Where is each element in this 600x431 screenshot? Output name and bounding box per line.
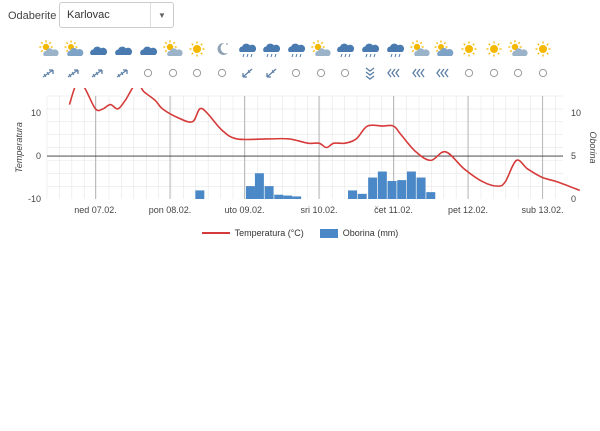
- chart-legend: Temperatura (°C) Oborina (mm): [0, 226, 600, 240]
- partly-sunny-icon: [409, 40, 430, 58]
- y-axis-title: Temperatura: [14, 122, 24, 173]
- x-tick-label: čet 11.02.: [374, 205, 413, 215]
- chevron-down-icon[interactable]: ▼: [150, 3, 173, 27]
- x-tick-label: pet 12.02.: [448, 205, 488, 215]
- clear-night-icon: [212, 40, 232, 58]
- temperature-series-line: [68, 88, 581, 192]
- calm-icon: [311, 66, 331, 84]
- location-label: Odaberite: [8, 10, 57, 22]
- x-tick-label: sri 10.02.: [300, 205, 337, 215]
- precipitation-bar: [426, 192, 436, 199]
- wind-ne-icon: [88, 66, 108, 84]
- y-tick-label: 10: [31, 108, 41, 118]
- wind-sw-icon: [237, 66, 257, 84]
- cloudy-rain-icon: [286, 40, 306, 58]
- precipitation-bar: [416, 177, 426, 199]
- location-selector-bar: Odaberite: [8, 4, 62, 28]
- chart-grid: [46, 95, 563, 199]
- precipitation-bar: [377, 171, 387, 199]
- location-selected-value: Karlovac: [67, 9, 110, 21]
- legend-precipitation[interactable]: Oborina (mm): [319, 228, 399, 238]
- calm-icon: [187, 66, 207, 84]
- calm-icon: [286, 66, 306, 84]
- weather-chart: -10 0 10 0 5 10 ned 07.02. pon 08.02. uto 09.02.…: [14, 88, 598, 215]
- x-tick-label: sub 13.02.: [521, 205, 563, 215]
- weather-icon-row: [0, 40, 600, 60]
- wind-w-icon: [434, 66, 454, 84]
- precipitation-bar: [292, 196, 302, 199]
- wind-icon-row: [0, 66, 600, 80]
- precipitation-bar: [195, 190, 205, 199]
- partly-cloudy-icon: [64, 40, 84, 58]
- y2-tick-label: 0: [571, 194, 576, 204]
- legend-temperature[interactable]: Temperatura (°C): [201, 228, 304, 238]
- cloudy-rain-icon: [335, 40, 355, 58]
- wind-ne-icon: [64, 66, 84, 84]
- partly-sunny-icon: [39, 40, 59, 58]
- precipitation-bar: [368, 177, 378, 199]
- sunny-icon: [484, 40, 504, 58]
- x-tick-label: ned 07.02.: [74, 205, 117, 215]
- temperature-line: [68, 88, 581, 192]
- wind-ne-icon: [39, 66, 59, 84]
- calm-icon: [459, 66, 479, 84]
- calm-icon: [335, 66, 355, 84]
- calm-icon: [212, 66, 232, 84]
- precipitation-bar: [387, 180, 397, 199]
- sunny-icon: [187, 40, 207, 58]
- wind-sw-icon: [261, 66, 281, 84]
- wind-w-icon: [385, 66, 405, 84]
- partly-sunny-icon: [310, 40, 331, 58]
- x-tick-label: pon 08.02.: [149, 205, 192, 215]
- cloudy-icon: [138, 40, 158, 58]
- cloudy-rain-icon: [237, 40, 257, 58]
- x-tick-label: uto 09.02.: [224, 205, 264, 215]
- legend-temperature-swatch: [201, 232, 230, 234]
- wind-s-icon: [360, 66, 380, 84]
- cloudy-icon: [113, 40, 133, 58]
- location-select[interactable]: Karlovac ▼: [59, 2, 174, 28]
- calm-icon: [163, 66, 183, 84]
- precipitation-bar: [264, 186, 274, 199]
- cloudy-rain-icon: [385, 40, 405, 58]
- calm-icon: [508, 66, 528, 84]
- cloudy-icon: [88, 40, 108, 58]
- legend-precipitation-label: Oborina (mm): [342, 228, 399, 238]
- legend-precipitation-swatch: [319, 228, 338, 238]
- precipitation-bar: [357, 193, 367, 199]
- precipitation-bar: [397, 180, 407, 199]
- calm-icon: [533, 66, 553, 84]
- precipitation-bar: [283, 195, 293, 199]
- precipitation-bar: [245, 186, 255, 199]
- y2-tick-label: 5: [571, 151, 576, 161]
- partly-cloudy-icon: [434, 40, 454, 58]
- precipitation-bar: [254, 173, 264, 199]
- wind-w-icon: [410, 66, 430, 84]
- cloudy-rain-icon: [261, 40, 281, 58]
- y-tick-label: -10: [28, 194, 41, 204]
- partly-sunny-icon: [508, 40, 528, 58]
- precipitation-bar: [406, 171, 416, 199]
- legend-temperature-label: Temperatura (°C): [234, 228, 304, 238]
- chart-axes: -10 0 10 0 5 10 ned 07.02. pon 08.02. uto 09.02.…: [14, 108, 598, 215]
- partly-sunny-icon: [162, 40, 183, 58]
- cloudy-rain-icon: [360, 40, 380, 58]
- y2-axis-title: Oborina: [588, 131, 598, 163]
- precipitation-bars: [195, 171, 436, 199]
- wind-ne-icon: [113, 66, 133, 84]
- precipitation-bar: [274, 194, 284, 199]
- precipitation-bar: [348, 190, 358, 199]
- sunny-icon: [533, 40, 553, 58]
- calm-icon: [138, 66, 158, 84]
- y2-tick-label: 10: [571, 108, 581, 118]
- y-tick-label: 0: [36, 151, 41, 161]
- calm-icon: [484, 66, 504, 84]
- sunny-icon: [459, 40, 479, 58]
